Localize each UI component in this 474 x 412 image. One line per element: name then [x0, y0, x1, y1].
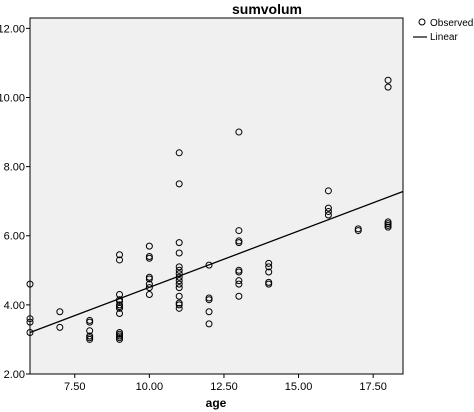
observed-point — [324, 187, 332, 195]
y-tick-label: 4.00 — [4, 300, 25, 312]
plot-area — [29, 17, 404, 375]
observed-point — [26, 315, 34, 323]
observed-point — [26, 318, 34, 326]
x-tick-label: 15.00 — [285, 381, 313, 393]
y-tick-label: 12.00 — [0, 23, 25, 35]
legend: Observed Linear — [413, 18, 473, 43]
observed-point — [175, 249, 183, 257]
observed-point — [116, 251, 124, 259]
observed-point — [56, 323, 64, 331]
observed-point — [235, 277, 243, 285]
observed-point — [86, 327, 94, 335]
y-tick-label: 8.00 — [4, 162, 25, 174]
observed-point — [175, 239, 183, 247]
observed-point — [235, 292, 243, 300]
observed-point — [116, 310, 124, 318]
observed-point — [265, 280, 273, 288]
observed-point — [235, 227, 243, 235]
linear-fit-line — [29, 190, 404, 334]
x-tick-label: 12.50 — [210, 381, 238, 393]
observed-point — [175, 273, 183, 281]
observed-point — [265, 263, 273, 271]
observed-point — [86, 335, 94, 343]
legend-observed-label: Observed — [430, 18, 473, 29]
y-axis: 2.00 4.00 6.00 8.00 10.00 12.00 — [0, 23, 30, 381]
observed-point — [265, 259, 273, 267]
legend-linear-label: Linear — [430, 32, 458, 43]
observed-point — [205, 308, 213, 316]
observed-point — [235, 239, 243, 247]
observed-point — [175, 149, 183, 157]
observed-point — [116, 297, 124, 305]
points-layer — [26, 76, 392, 343]
chart-title: sumvolum — [232, 1, 302, 17]
x-tick-label: 10.00 — [136, 381, 164, 393]
observed-point — [56, 308, 64, 316]
observed-point — [145, 291, 153, 299]
observed-point — [235, 280, 243, 288]
observed-point — [145, 275, 153, 283]
observed-point — [384, 76, 392, 84]
observed-point — [235, 128, 243, 136]
y-tick-label: 10.00 — [0, 92, 25, 104]
observed-point — [86, 318, 94, 326]
x-axis-title: age — [206, 396, 227, 410]
observed-point — [175, 301, 183, 309]
observed-point — [354, 227, 362, 235]
observed-point — [175, 263, 183, 271]
observed-point — [324, 208, 332, 216]
observed-point — [265, 268, 273, 276]
x-axis: 7.50 10.00 12.50 15.00 17.50 — [64, 374, 387, 393]
x-tick-label: 17.50 — [359, 381, 387, 393]
observed-point — [145, 284, 153, 292]
observed-point — [175, 266, 183, 274]
observed-point — [26, 280, 34, 288]
observed-point — [145, 242, 153, 250]
observed-point — [116, 335, 124, 343]
observed-point — [175, 292, 183, 300]
observed-point — [116, 304, 124, 312]
observed-point — [235, 268, 243, 276]
observed-point — [145, 280, 153, 288]
observed-point — [175, 180, 183, 188]
observed-point — [205, 294, 213, 302]
observed-point — [205, 320, 213, 328]
x-tick-label: 7.50 — [64, 381, 85, 393]
observed-point — [175, 270, 183, 278]
observed-point — [175, 304, 183, 312]
fit-line-layer — [29, 190, 404, 334]
observed-point — [145, 254, 153, 262]
y-tick-label: 6.00 — [4, 231, 25, 243]
observed-point — [324, 204, 332, 212]
observed-point — [116, 256, 124, 264]
observed-point — [26, 329, 34, 337]
observed-point — [205, 261, 213, 269]
observed-point — [384, 223, 392, 231]
observed-point — [175, 284, 183, 292]
observed-point — [324, 211, 332, 219]
observed-point — [175, 277, 183, 285]
observed-point — [384, 83, 392, 91]
observed-point — [175, 280, 183, 288]
legend-observed-marker — [418, 18, 426, 26]
y-tick-label: 2.00 — [4, 369, 25, 381]
observed-point — [116, 291, 124, 299]
